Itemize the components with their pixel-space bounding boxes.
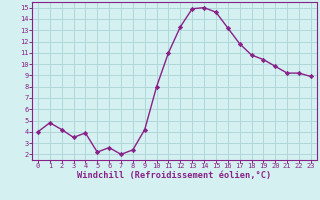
X-axis label: Windchill (Refroidissement éolien,°C): Windchill (Refroidissement éolien,°C) <box>77 171 272 180</box>
